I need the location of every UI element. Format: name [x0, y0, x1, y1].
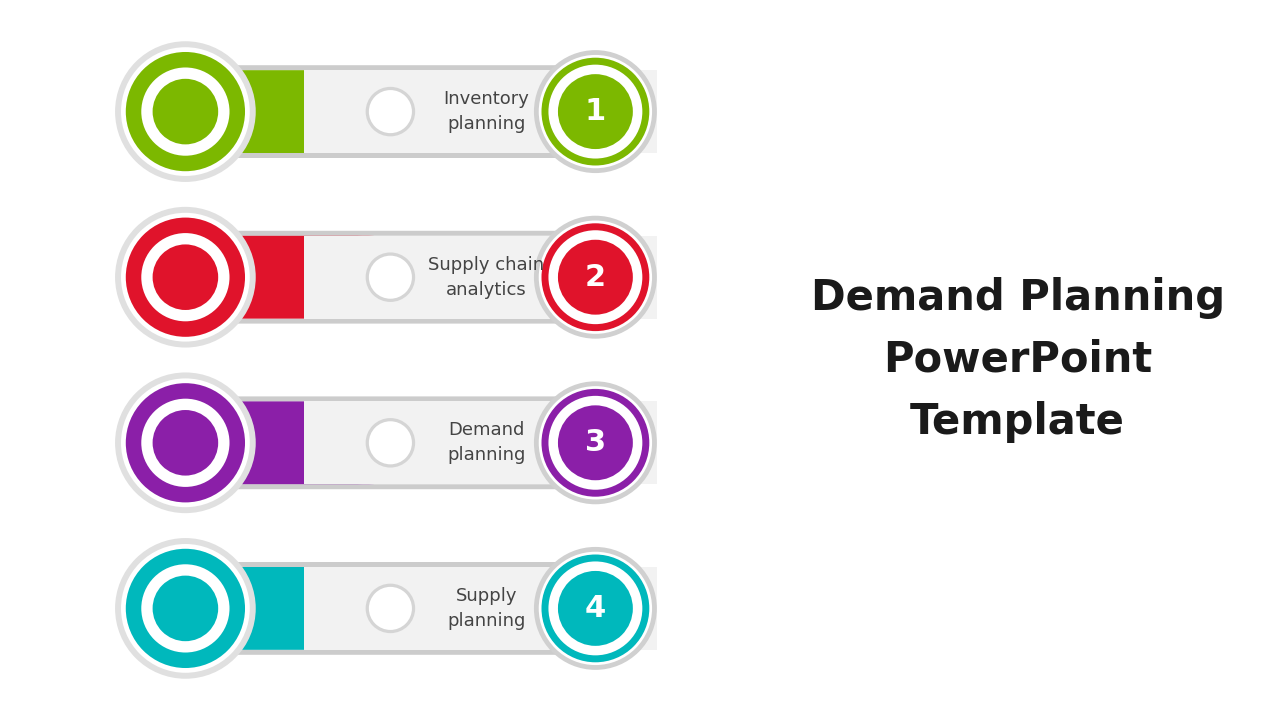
Circle shape: [539, 55, 652, 168]
Text: Inventory
planning: Inventory planning: [444, 90, 530, 133]
Circle shape: [115, 538, 256, 679]
FancyBboxPatch shape: [321, 567, 637, 649]
Circle shape: [558, 240, 632, 315]
Circle shape: [539, 220, 652, 334]
FancyBboxPatch shape: [321, 235, 637, 318]
Circle shape: [369, 587, 412, 630]
Circle shape: [534, 382, 657, 504]
Text: Supply
planning: Supply planning: [447, 587, 526, 630]
Circle shape: [545, 227, 646, 328]
Circle shape: [545, 558, 646, 659]
Circle shape: [122, 544, 250, 672]
Circle shape: [141, 233, 229, 321]
Circle shape: [545, 392, 646, 493]
Circle shape: [534, 547, 657, 670]
FancyBboxPatch shape: [143, 402, 637, 484]
FancyBboxPatch shape: [143, 567, 637, 649]
Circle shape: [125, 549, 244, 668]
FancyBboxPatch shape: [140, 231, 641, 323]
FancyBboxPatch shape: [321, 71, 637, 153]
FancyBboxPatch shape: [140, 562, 641, 654]
FancyBboxPatch shape: [321, 402, 637, 484]
Bar: [303, 71, 657, 153]
Circle shape: [152, 78, 218, 145]
Circle shape: [545, 61, 646, 162]
Circle shape: [366, 584, 415, 633]
Bar: [303, 402, 657, 484]
Circle shape: [141, 399, 229, 487]
Circle shape: [534, 216, 657, 338]
Circle shape: [115, 372, 256, 513]
Circle shape: [558, 571, 632, 646]
Circle shape: [152, 244, 218, 310]
Circle shape: [369, 421, 412, 464]
Circle shape: [366, 87, 415, 136]
Circle shape: [369, 256, 412, 299]
Text: 3: 3: [585, 428, 605, 457]
Circle shape: [558, 405, 632, 480]
Circle shape: [141, 68, 229, 156]
Circle shape: [369, 90, 412, 133]
Circle shape: [122, 48, 250, 176]
Circle shape: [125, 383, 244, 503]
FancyBboxPatch shape: [140, 397, 641, 489]
Text: 4: 4: [585, 594, 605, 623]
Circle shape: [125, 217, 244, 337]
Text: 1: 1: [585, 97, 605, 126]
FancyBboxPatch shape: [140, 66, 641, 158]
Circle shape: [152, 410, 218, 476]
Circle shape: [366, 253, 415, 302]
Circle shape: [125, 52, 244, 171]
Text: Demand Planning
PowerPoint
Template: Demand Planning PowerPoint Template: [810, 277, 1225, 443]
FancyBboxPatch shape: [143, 235, 637, 318]
FancyBboxPatch shape: [143, 402, 410, 484]
Circle shape: [115, 41, 256, 182]
Circle shape: [366, 418, 415, 467]
Circle shape: [539, 552, 652, 665]
Bar: [303, 567, 657, 649]
Circle shape: [122, 379, 250, 507]
Circle shape: [539, 386, 652, 500]
Text: Demand
planning: Demand planning: [447, 421, 526, 464]
Circle shape: [122, 213, 250, 341]
FancyBboxPatch shape: [143, 235, 410, 318]
Circle shape: [141, 564, 229, 652]
Bar: [303, 235, 657, 318]
Circle shape: [115, 207, 256, 348]
Circle shape: [152, 575, 218, 642]
Circle shape: [558, 74, 632, 149]
Text: 2: 2: [585, 263, 605, 292]
FancyBboxPatch shape: [143, 567, 410, 649]
Circle shape: [534, 50, 657, 173]
FancyBboxPatch shape: [143, 71, 637, 153]
Text: Supply chain
analytics: Supply chain analytics: [429, 256, 544, 299]
FancyBboxPatch shape: [143, 71, 410, 153]
